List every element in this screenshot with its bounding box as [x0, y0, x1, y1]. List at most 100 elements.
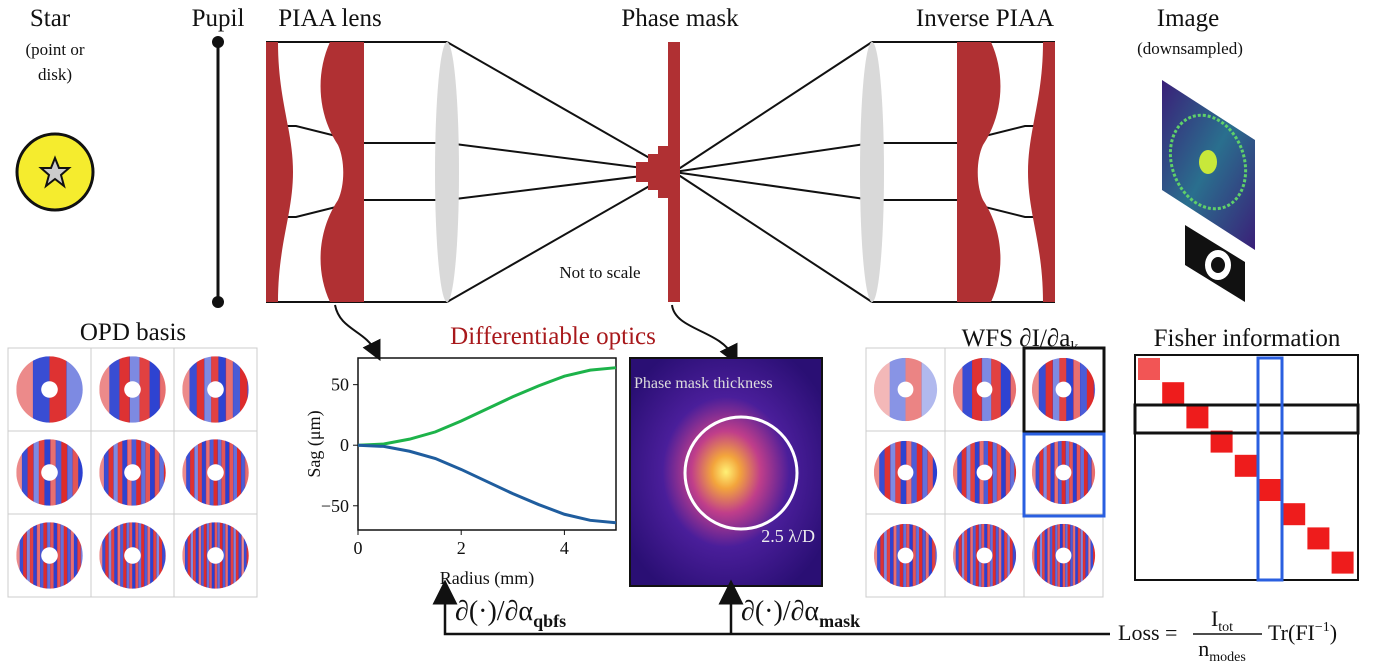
stripe	[145, 439, 150, 505]
stripe	[147, 522, 150, 588]
stripe	[140, 356, 151, 422]
wfs-grid	[866, 348, 1103, 597]
piaa-lens	[266, 42, 364, 302]
hole	[41, 547, 58, 564]
stripe	[202, 439, 206, 505]
lens	[435, 42, 459, 302]
text: )	[1330, 620, 1337, 645]
stripe	[885, 441, 891, 504]
hole	[898, 465, 914, 481]
loss-formula: Loss = Itot nmodes Tr(FI−1)	[1118, 606, 1337, 664]
stripe	[150, 439, 155, 505]
fisher-cell	[1283, 503, 1305, 525]
stripe	[1050, 441, 1054, 504]
stripe	[114, 522, 117, 588]
hole	[124, 381, 141, 398]
hole	[124, 464, 141, 481]
label: disk)	[38, 65, 72, 84]
stripe	[60, 522, 64, 588]
series-line	[358, 445, 616, 523]
fisher-cell	[1138, 358, 1160, 380]
stripe	[113, 439, 118, 505]
stripe	[28, 439, 34, 505]
stripe	[890, 441, 896, 504]
stripe	[120, 522, 123, 588]
lens	[860, 42, 884, 302]
stripe	[993, 524, 996, 587]
fisher-cell	[1162, 382, 1184, 404]
stripe	[141, 439, 146, 505]
stripe	[141, 522, 144, 588]
y-tick-label: 0	[340, 435, 349, 455]
label: Phase mask thickness	[634, 375, 773, 392]
hole	[1056, 465, 1072, 481]
y-tick-label: −50	[321, 496, 349, 516]
stripe	[970, 441, 975, 504]
stripe	[194, 439, 198, 505]
arrow	[335, 305, 376, 352]
hole	[1056, 382, 1072, 398]
stripe	[111, 522, 114, 588]
stripe	[67, 439, 73, 505]
label: Phase mask	[621, 5, 739, 32]
stripe	[893, 524, 897, 587]
pupil-dot	[212, 36, 224, 48]
x-axis-label: Radius (mm)	[440, 568, 535, 589]
hole	[41, 464, 58, 481]
hole	[41, 381, 58, 398]
stripe	[919, 524, 923, 587]
stripe	[996, 524, 999, 587]
stripe	[1046, 358, 1053, 421]
x-tick-label: 0	[354, 538, 363, 558]
label: Fisher information	[1154, 325, 1341, 352]
label: OPD basis	[80, 319, 186, 346]
label: PIAA lens	[278, 5, 381, 32]
series-line	[358, 368, 616, 446]
text: I	[1211, 606, 1218, 631]
stripe	[226, 356, 234, 422]
sag-plot: Radius (mm) Sag (μm) 024−50050	[304, 358, 616, 589]
hole	[977, 382, 993, 398]
stripe	[962, 441, 967, 504]
stripe	[150, 522, 153, 588]
fisher-cell	[1332, 552, 1354, 574]
hole	[977, 465, 993, 481]
stripe	[153, 522, 156, 588]
y-tick-label: 50	[331, 375, 349, 395]
stripe	[997, 441, 1002, 504]
stripe	[33, 522, 37, 588]
subscript: mask	[819, 611, 860, 631]
label: (downsampled)	[1137, 39, 1243, 58]
fisher-cell	[1259, 479, 1281, 501]
stripe	[991, 358, 1001, 421]
stripe	[1043, 441, 1047, 504]
label: Not to scale	[559, 263, 640, 282]
label: Pupil	[192, 5, 245, 32]
text: Loss =	[1118, 620, 1177, 645]
stripe	[962, 358, 972, 421]
text: Tr(FI	[1268, 620, 1315, 645]
stripe	[1080, 441, 1084, 504]
label: Differentiable optics	[450, 323, 656, 350]
stripe	[67, 522, 71, 588]
subscript: modes	[1209, 650, 1246, 664]
stripe	[108, 522, 111, 588]
stripe	[144, 522, 147, 588]
hole	[898, 382, 914, 398]
fisher-cell	[1307, 527, 1329, 549]
stripe	[117, 522, 120, 588]
x-tick-label: 4	[560, 538, 569, 558]
subscript: qbfs	[533, 611, 566, 631]
hole	[207, 464, 224, 481]
text: ∂(·)/∂α	[455, 596, 533, 627]
phase-mask-map	[630, 358, 822, 586]
stripe	[992, 441, 997, 504]
stripe	[964, 524, 967, 587]
stripe	[233, 439, 237, 505]
label: Star	[30, 5, 71, 32]
stripe	[198, 439, 202, 505]
stripe	[884, 524, 888, 587]
stripe	[916, 524, 920, 587]
stripe	[1073, 441, 1077, 504]
stripe	[967, 524, 970, 587]
